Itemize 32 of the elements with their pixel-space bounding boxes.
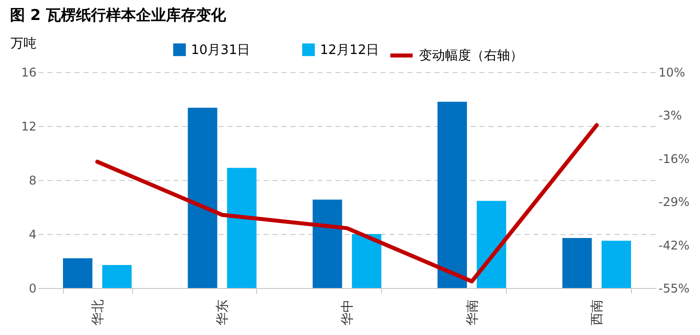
y-tick-label: 16 — [21, 66, 36, 80]
y2-tick-label: -16% — [658, 152, 690, 166]
y-axis-title: 万吨 — [10, 36, 36, 52]
legend-label: 10月31日 — [191, 42, 250, 58]
chart-title: 图 2 瓦楞纸行样本企业库存变化 — [10, 6, 227, 24]
y-tick-label: 8 — [28, 174, 36, 188]
legend-label: 变动幅度（右轴） — [419, 48, 523, 64]
bar — [438, 102, 467, 288]
y-tick-label: 12 — [21, 120, 36, 134]
bar — [102, 265, 132, 288]
y-tick-label: 4 — [28, 228, 36, 242]
y2-tick-label: -29% — [658, 195, 690, 210]
line-series — [95, 123, 599, 284]
y2-tick-label: 10% — [658, 66, 686, 80]
x-tick-label: 华东 — [216, 300, 231, 326]
bar — [562, 238, 592, 288]
x-tick-label: 华北 — [90, 300, 106, 326]
x-tick-label: 西南 — [590, 300, 606, 326]
y2-tick-label: -42% — [658, 238, 690, 252]
bar — [188, 108, 218, 288]
bar — [476, 200, 506, 288]
bar — [352, 234, 382, 288]
y2-tick-label: -3% — [658, 108, 682, 123]
x-tick-label: 华南 — [465, 300, 480, 326]
bar — [62, 258, 92, 288]
x-tick-label: 华中 — [340, 300, 356, 326]
y-tick-label: 0 — [28, 282, 36, 296]
bar — [312, 200, 342, 288]
y2-tick-label: -55% — [658, 282, 690, 296]
bar — [227, 168, 256, 288]
bar — [602, 240, 632, 288]
legend-label: 12月12日 — [320, 42, 380, 58]
